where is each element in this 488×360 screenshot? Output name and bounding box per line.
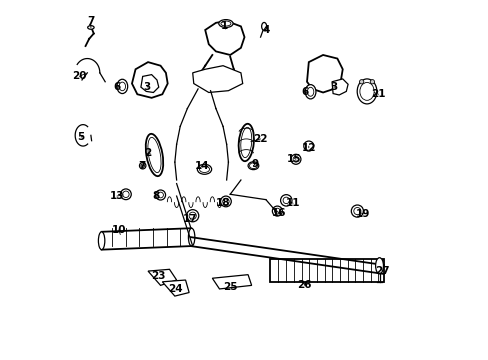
Text: 5: 5: [78, 132, 85, 142]
Ellipse shape: [119, 82, 125, 91]
Text: 22: 22: [253, 134, 267, 144]
Ellipse shape: [186, 210, 198, 222]
Ellipse shape: [189, 212, 196, 219]
Text: 17: 17: [183, 214, 197, 224]
Ellipse shape: [261, 22, 266, 30]
Polygon shape: [100, 228, 192, 249]
Ellipse shape: [305, 85, 315, 99]
Text: 20: 20: [72, 71, 86, 81]
Ellipse shape: [350, 205, 363, 217]
Ellipse shape: [157, 192, 163, 198]
Text: 23: 23: [150, 271, 165, 282]
Polygon shape: [132, 62, 167, 98]
Ellipse shape: [369, 80, 374, 84]
Text: 2: 2: [144, 148, 151, 158]
Text: 7: 7: [87, 16, 94, 26]
Polygon shape: [331, 79, 347, 95]
Ellipse shape: [188, 228, 194, 246]
Text: 1: 1: [221, 21, 228, 31]
Ellipse shape: [247, 162, 258, 170]
Ellipse shape: [218, 19, 233, 27]
Text: 26: 26: [297, 280, 311, 291]
Ellipse shape: [359, 80, 363, 84]
Ellipse shape: [280, 195, 291, 206]
Text: 14: 14: [194, 161, 208, 171]
Ellipse shape: [147, 138, 161, 172]
Polygon shape: [269, 258, 383, 282]
Text: 15: 15: [286, 154, 301, 163]
Ellipse shape: [303, 141, 313, 151]
Ellipse shape: [220, 196, 231, 207]
Text: 24: 24: [167, 284, 182, 294]
Text: 6: 6: [113, 82, 121, 92]
Ellipse shape: [221, 21, 230, 26]
Ellipse shape: [121, 189, 131, 200]
Text: 16: 16: [271, 208, 285, 218]
Polygon shape: [212, 275, 251, 289]
Text: 12: 12: [301, 143, 315, 153]
Ellipse shape: [141, 164, 144, 167]
Text: 7: 7: [138, 161, 145, 171]
Text: 8: 8: [152, 191, 159, 201]
Text: 3: 3: [329, 82, 337, 92]
Text: 18: 18: [215, 198, 230, 208]
Ellipse shape: [353, 207, 360, 215]
Text: 25: 25: [223, 282, 237, 292]
Text: 6: 6: [301, 87, 308, 98]
Polygon shape: [162, 280, 189, 296]
Ellipse shape: [375, 258, 383, 274]
Text: 4: 4: [262, 25, 269, 35]
Ellipse shape: [155, 190, 165, 200]
Ellipse shape: [356, 79, 376, 104]
Text: 27: 27: [375, 266, 389, 276]
Ellipse shape: [98, 232, 104, 249]
Ellipse shape: [145, 134, 163, 176]
Ellipse shape: [197, 164, 211, 174]
Ellipse shape: [274, 208, 280, 214]
Ellipse shape: [199, 166, 209, 172]
Text: 3: 3: [143, 82, 151, 92]
Text: 10: 10: [111, 225, 126, 235]
Ellipse shape: [87, 26, 94, 29]
Ellipse shape: [290, 154, 300, 164]
Polygon shape: [148, 269, 176, 285]
Ellipse shape: [139, 162, 145, 169]
Ellipse shape: [283, 197, 289, 203]
Text: 9: 9: [251, 159, 258, 169]
Ellipse shape: [359, 82, 373, 100]
Text: 11: 11: [285, 198, 300, 208]
Polygon shape: [205, 21, 244, 55]
Ellipse shape: [122, 191, 129, 198]
Text: 21: 21: [370, 89, 385, 99]
Polygon shape: [306, 55, 342, 93]
Ellipse shape: [117, 79, 127, 94]
Ellipse shape: [238, 124, 253, 161]
Text: 13: 13: [109, 191, 124, 201]
Ellipse shape: [249, 163, 257, 168]
Ellipse shape: [222, 198, 229, 204]
Ellipse shape: [240, 127, 251, 158]
Ellipse shape: [272, 206, 282, 216]
Polygon shape: [141, 75, 159, 93]
Polygon shape: [192, 66, 242, 93]
Ellipse shape: [292, 157, 298, 162]
Text: 19: 19: [355, 209, 369, 219]
Ellipse shape: [307, 87, 313, 96]
